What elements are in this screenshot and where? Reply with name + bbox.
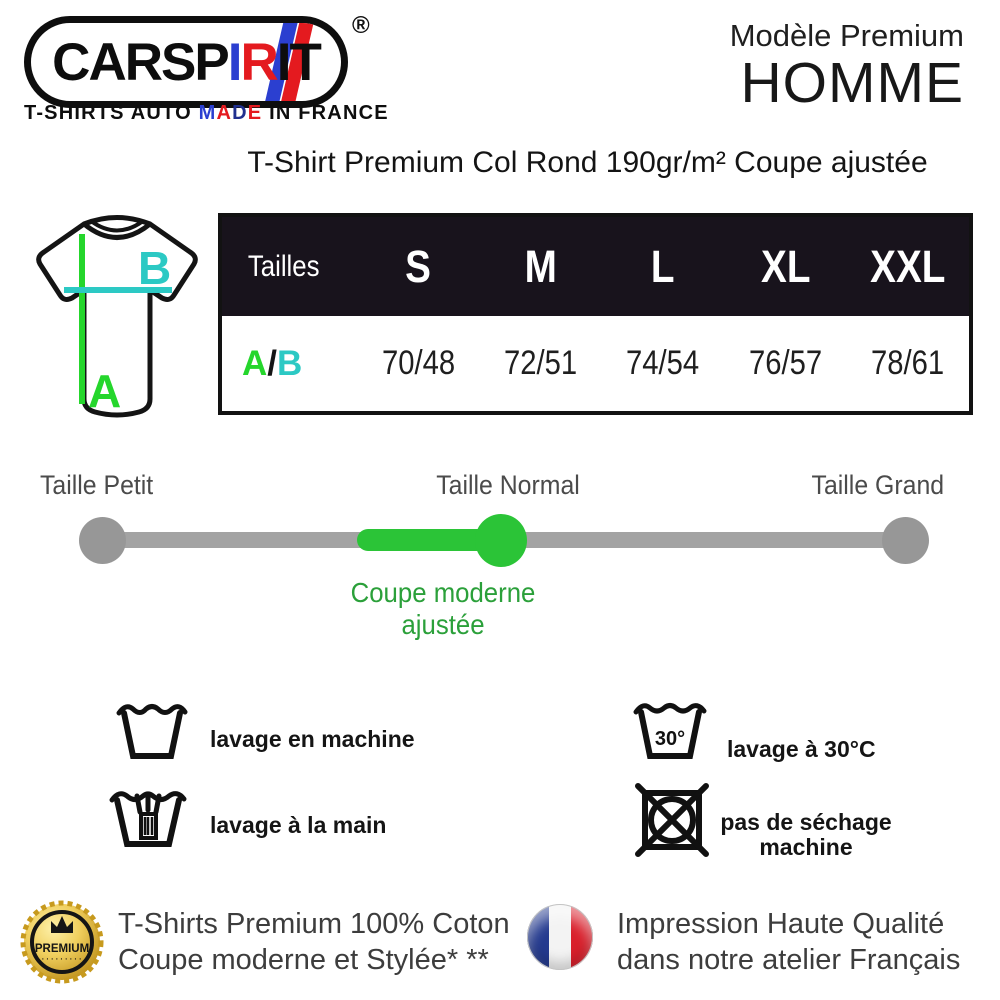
size-table-header-label: Tailles [222,250,357,284]
fit-caption: Coupe moderne ajustée [351,577,536,641]
size-col-m: M [479,241,601,293]
fit-caption-line2: ajustée [401,609,485,640]
no-tumble-dry-icon [635,783,709,857]
value-s-text: 70/48 [381,344,455,382]
ab-label-a: A [242,343,268,383]
fit-label-small: Taille Petit [40,470,154,500]
measure-label-a: A [88,365,121,417]
size-l: L [651,240,675,292]
premium-badge-icon: PREMIUM ········· [20,900,104,984]
value-xl-text: 76/57 [748,344,823,382]
ab-label-sep: / [267,343,278,383]
value-l: 74/54 [602,344,724,383]
tagline-made-d: D [232,102,248,124]
wash-30-icon: 30° [633,703,707,759]
measure-label-b: B [138,242,171,294]
fit-slider-right-endpoint [882,517,929,564]
collar-outer [82,222,152,240]
tagline-pre: T-SHIRTS AUTO [24,102,199,124]
logo-letter-r: R [240,32,278,92]
size-col-xl: XL [724,241,846,293]
tagline-made-m: M [198,102,217,124]
carspirit-logo: CARSPIRIT [24,16,348,108]
value-xl: 76/57 [724,344,846,383]
footer-right-line2: dans notre atelier Français [617,944,961,976]
value-m: 72/51 [479,344,601,383]
tailles-label: Tailles [247,249,320,283]
machine-wash-label: lavage en machine [210,726,415,752]
product-subtitle: T-Shirt Premium Col Rond 190gr/m² Coupe … [247,146,928,179]
tshirt-diagram: B A [36,215,198,418]
no-tumble-dry-line1: pas de séchage [720,809,892,835]
footer-right-text: Impression Haute Qualité dans notre atel… [617,906,960,978]
value-m-text: 72/51 [504,344,578,382]
size-xxl: XXL [870,240,946,292]
value-xxl: 78/61 [847,344,969,383]
fit-caption-line1: Coupe moderne [350,577,536,608]
wash-temp-text: 30° [655,728,685,750]
logo-seg1: CARSP [52,32,230,92]
brand-tagline: T-SHIRTS AUTO MADE IN FRANCE [24,102,388,125]
badge-label: PREMIUM [35,943,89,955]
size-table: Tailles S M L XL XXL A/B 70/48 72/51 74/… [218,213,973,415]
model-header: Modèle Premium HOMME [730,18,964,112]
machine-wash-icon [116,704,188,759]
size-col-l: L [602,241,724,293]
tagline-post: IN FRANCE [262,102,389,124]
logo-letter-i: I [227,32,243,92]
size-table-header-row: Tailles S M L XL XXL [222,217,969,316]
fit-slider-left-endpoint [79,517,126,564]
model-subtitle: Modèle Premium [729,18,964,53]
french-flag-icon [527,904,593,970]
crown-icon [51,916,73,933]
logo-seg2: IT [276,32,322,92]
ab-row-label: A/B [222,344,357,384]
size-xl: XL [760,240,811,292]
fit-slider-knob [475,514,527,567]
footer-left-line2: Coupe moderne et Stylée* ** [118,944,489,976]
tagline-made-e: E [247,102,263,124]
model-title: HOMME [740,51,964,115]
tshirt-outline [36,215,198,418]
value-l-text: 74/54 [626,344,700,382]
hand-wash-icon [109,791,187,847]
no-tumble-dry-line2: machine [759,834,853,860]
size-col-xxl: XXL [847,241,969,293]
fit-label-large: Taille Grand [811,470,944,500]
size-col-s: S [357,241,479,293]
footer-left-text: T-Shirts Premium 100% Coton Coupe modern… [118,906,510,978]
value-s: 70/48 [357,344,479,383]
footer-left-line1: T-Shirts Premium 100% Coton [118,908,510,940]
logo-text: CARSPIRIT [52,32,322,93]
ab-label-b: B [277,343,303,383]
no-tumble-dry-label: pas de séchage machine [716,810,896,860]
fit-slider-highlight [357,529,509,551]
wash-30-label: lavage à 30°C [727,736,876,762]
badge-dots: ········· [41,953,83,965]
value-xxl-text: 78/61 [871,344,945,382]
fit-label-normal: Taille Normal [436,470,580,500]
size-s: S [405,240,432,292]
tagline-made-a: A [216,102,233,124]
registered-trademark-icon: ® [352,12,370,39]
hand-wash-label: lavage à la main [210,812,387,838]
size-m: M [524,240,557,292]
collar-inner [89,219,145,233]
footer-right-line1: Impression Haute Qualité [617,908,945,940]
size-table-values-row: A/B 70/48 72/51 74/54 76/57 78/61 [222,316,969,411]
